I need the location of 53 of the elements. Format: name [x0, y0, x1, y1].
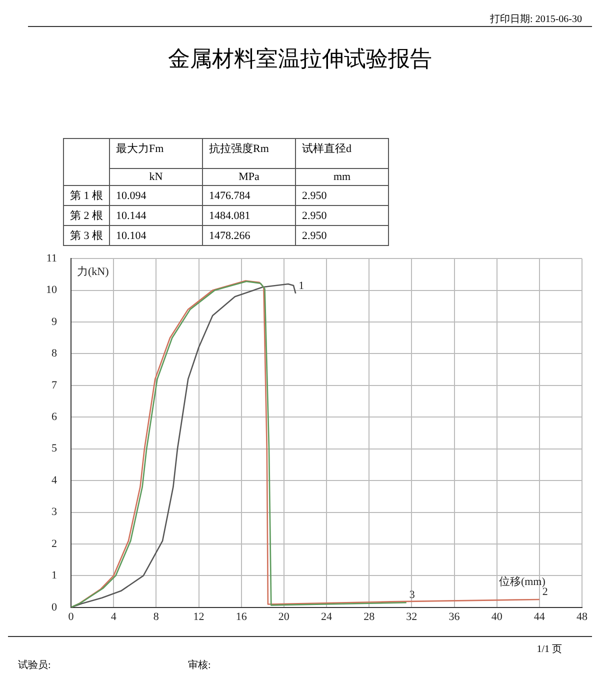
text: 1478.266	[202, 226, 296, 246]
x-tick-label: 0	[68, 610, 74, 623]
y-tick-label: 6	[52, 411, 58, 424]
text: 抗拉强度Rm	[202, 138, 296, 168]
y-tick-label: 2	[52, 538, 57, 550]
text: 审核:	[188, 658, 211, 672]
x-tick-label: 20	[278, 610, 290, 623]
x-tick-label: 4	[110, 610, 117, 623]
x-tick-label: 16	[236, 610, 248, 623]
series-label: 2	[542, 586, 548, 598]
x-tick-label: 8	[153, 610, 160, 623]
text: 10.104	[110, 226, 202, 246]
y-tick-label: 7	[52, 379, 58, 392]
series-label: 3	[409, 589, 416, 602]
text: 1484.081	[202, 206, 296, 226]
text: 2.950	[296, 206, 388, 226]
text: 第 3 根	[64, 226, 110, 246]
y-tick-label: 5	[52, 442, 58, 455]
text: MPa	[202, 168, 296, 186]
y-tick-label: 3	[52, 506, 58, 518]
text: 金属材料室温拉伸试验报告	[167, 46, 433, 74]
text: 1/1 页	[536, 643, 562, 656]
x-tick-label: 44	[534, 610, 546, 623]
text: 2.950	[296, 186, 388, 206]
text: 试样直径d	[296, 138, 388, 168]
text: 第 2 根	[64, 206, 110, 226]
text: kN	[110, 168, 202, 186]
series-label: 1	[298, 280, 304, 292]
x-tick-label: 48	[576, 610, 588, 623]
text: 2.950	[296, 226, 388, 246]
y-tick-label: 1	[52, 570, 57, 582]
x-axis-title: 位移(mm)	[498, 576, 546, 588]
y-tick-label: 0	[52, 601, 58, 614]
y-tick-label: 4	[52, 474, 58, 486]
text: mm	[296, 168, 388, 186]
y-tick-label: 11	[46, 252, 57, 264]
x-tick-label: 12	[193, 610, 204, 623]
x-tick-label: 40	[491, 610, 503, 623]
text: 10.144	[110, 206, 202, 226]
text: 10.094	[110, 186, 202, 206]
text: 打印日期: 2015-06-30	[490, 12, 582, 26]
x-tick-label: 36	[448, 610, 460, 623]
text: 第 1 根	[64, 186, 110, 206]
text: 试验员:	[18, 658, 51, 672]
text: 1476.784	[202, 186, 296, 206]
y-axis-title: 力(kN)	[77, 264, 110, 278]
y-tick-label: 8	[52, 348, 58, 360]
text: 最大力Fm	[110, 138, 202, 168]
y-tick-label: 9	[52, 316, 58, 328]
x-tick-label: 32	[406, 610, 418, 623]
y-tick-label: 10	[46, 284, 58, 296]
x-tick-label: 28	[364, 610, 376, 623]
x-tick-label: 24	[321, 610, 332, 623]
